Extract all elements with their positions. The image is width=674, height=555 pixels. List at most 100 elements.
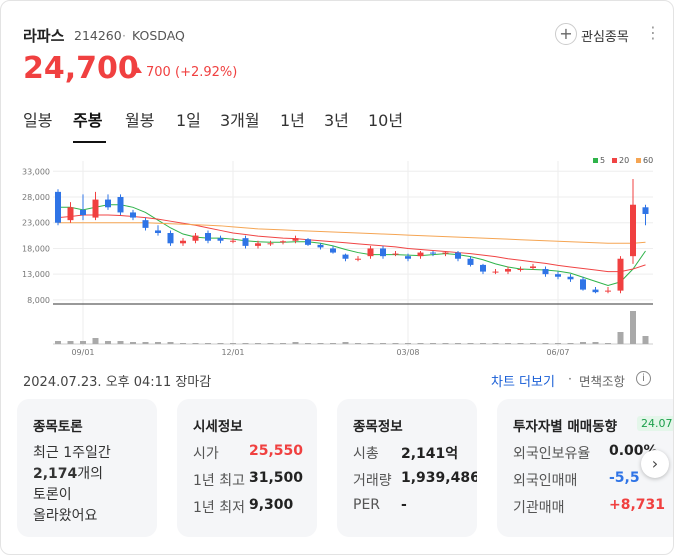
- row-value: +8,731: [609, 497, 666, 513]
- y-tick-label: 33,000: [22, 167, 50, 176]
- volume-bar: [605, 343, 611, 344]
- candle-body: [642, 207, 649, 214]
- row-label: 1년 최고: [193, 473, 245, 489]
- next-button[interactable]: ›: [641, 450, 669, 478]
- volume-bar: [380, 343, 386, 344]
- candle-body: [255, 243, 261, 246]
- volume-bar: [430, 343, 436, 344]
- card[interactable]: 종목토론 최근 1주일간 2,174개의 토론이 올라왔어요: [17, 399, 157, 537]
- candle-body: [92, 199, 99, 218]
- volume-bar: [517, 343, 524, 344]
- x-tick-label: 09/01: [71, 348, 94, 357]
- volume-bar: [467, 343, 474, 344]
- volume-bar: [67, 341, 74, 344]
- tab[interactable]: 10년: [368, 111, 404, 130]
- row-label: 기관매매: [513, 500, 565, 516]
- volume-bar: [555, 343, 561, 344]
- row-value: 25,550: [249, 443, 304, 459]
- candle-body: [230, 240, 236, 242]
- card-title: 시세정보: [193, 419, 243, 435]
- volume-bar: [242, 343, 249, 344]
- separator: ·: [122, 28, 126, 43]
- card[interactable]: 시세정보 시가 25,550 1년 최고 31,500 1년 최저 9,300: [177, 399, 317, 537]
- candle-body: [242, 238, 249, 246]
- candle-body: [330, 248, 336, 253]
- candle-body: [205, 233, 211, 241]
- change: 700: [146, 65, 171, 80]
- more-menu[interactable]: ⋮: [645, 23, 661, 42]
- volume-bar: [330, 343, 336, 344]
- volume-bar: [580, 342, 586, 344]
- candle-body: [155, 230, 161, 234]
- volume-bar: [355, 343, 361, 344]
- watch-button[interactable]: 관심종목: [581, 30, 629, 45]
- text: 개의: [77, 466, 104, 482]
- tab[interactable]: 3개월: [220, 111, 260, 130]
- card-text: 최근 1주일간 2,174개의 토론이 올라왔어요: [33, 443, 111, 527]
- card-title: 종목정보: [353, 419, 403, 435]
- row-label: PER: [353, 497, 381, 513]
- volume-bar: [217, 343, 224, 344]
- candle-body: [492, 271, 499, 273]
- volume-bar: [317, 343, 324, 344]
- legend-swatch: [636, 158, 641, 163]
- volume-bar: [267, 343, 274, 344]
- row-label: 시가: [193, 446, 219, 462]
- candle-body: [467, 258, 474, 265]
- candle-body: [292, 238, 299, 241]
- candle-body: [505, 269, 511, 272]
- ma-line: [57, 214, 646, 273]
- candle-body: [542, 269, 549, 275]
- info-icon[interactable]: i: [636, 371, 651, 386]
- ma-line: [58, 204, 646, 287]
- volume-bar: [480, 343, 486, 344]
- volume-bar: [55, 341, 61, 344]
- volume-bar: [617, 332, 624, 344]
- tab[interactable]: 월봉: [125, 111, 155, 130]
- candle-body: [392, 253, 399, 255]
- tab[interactable]: 일봉: [23, 111, 53, 130]
- candle-body: [117, 197, 124, 213]
- volume-bar: [455, 343, 461, 344]
- volume-bar: [405, 343, 411, 344]
- row-label: 시총: [353, 446, 379, 462]
- x-tick-label: 03/08: [396, 348, 419, 357]
- watch-plus-icon[interactable]: +: [555, 23, 577, 45]
- text: 토론이: [33, 487, 72, 503]
- volume-bar: [230, 343, 236, 344]
- candle-body: [630, 204, 636, 257]
- tab[interactable]: 1일: [176, 111, 201, 130]
- card[interactable]: 종목정보 시총 2,141억 거래량 1,939,486 PER -: [337, 399, 477, 537]
- legend-label: 60: [643, 156, 653, 165]
- volume-bar: [530, 343, 536, 344]
- disclaimer[interactable]: 면책조항: [579, 374, 626, 389]
- candle-body: [617, 258, 624, 291]
- volume-bar: [167, 342, 174, 344]
- tab[interactable]: 주봉: [73, 111, 103, 130]
- volume-bar: [592, 342, 599, 344]
- separator: ·: [568, 371, 572, 386]
- row-label: 거래량: [353, 473, 392, 489]
- card-title: 종목토론: [33, 419, 83, 435]
- legend-label: 5: [600, 156, 605, 165]
- legend-swatch: [612, 158, 617, 163]
- volume-bar: [417, 343, 424, 344]
- volume-bar: [292, 342, 299, 344]
- y-tick-label: 18,000: [22, 244, 50, 253]
- volume-bar: [117, 341, 124, 344]
- volume-bar: [367, 343, 374, 344]
- candle-body: [592, 289, 599, 293]
- row-value: 9,300: [249, 497, 294, 513]
- volume-bar: [342, 342, 349, 344]
- candle-body: [142, 220, 149, 228]
- candle-body: [167, 233, 174, 244]
- volume-bar: [492, 343, 499, 344]
- tab[interactable]: 3년: [324, 111, 349, 130]
- more-chart-link[interactable]: 차트 더보기: [491, 375, 555, 390]
- tab[interactable]: 1년: [280, 111, 305, 130]
- volume-bar: [280, 343, 286, 344]
- row-label: 외국인보유율: [513, 446, 591, 462]
- row-value: 1,939,486: [401, 470, 477, 486]
- candle-body: [580, 279, 586, 290]
